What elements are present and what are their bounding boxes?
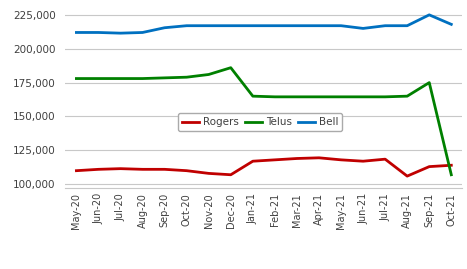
Telus xyxy=(404,94,410,98)
Telus xyxy=(361,95,366,98)
Telus xyxy=(206,73,212,76)
Bell xyxy=(294,24,300,27)
Bell xyxy=(426,13,432,16)
Legend: Rogers, Telus, Bell: Rogers, Telus, Bell xyxy=(178,113,342,131)
Rogers xyxy=(206,172,212,175)
Rogers xyxy=(404,175,410,178)
Telus xyxy=(338,95,344,98)
Line: Telus: Telus xyxy=(77,68,451,175)
Bell xyxy=(382,24,388,27)
Line: Rogers: Rogers xyxy=(77,158,451,176)
Telus xyxy=(184,76,190,79)
Telus xyxy=(250,94,255,98)
Rogers xyxy=(250,160,255,163)
Bell xyxy=(361,27,366,30)
Rogers xyxy=(426,165,432,168)
Telus xyxy=(448,173,454,176)
Bell xyxy=(184,24,190,27)
Bell xyxy=(74,31,79,34)
Bell xyxy=(118,31,123,35)
Rogers xyxy=(382,158,388,161)
Rogers xyxy=(184,169,190,172)
Rogers xyxy=(96,168,101,171)
Rogers xyxy=(448,164,454,167)
Telus xyxy=(118,77,123,80)
Telus xyxy=(228,66,234,69)
Line: Bell: Bell xyxy=(77,15,451,33)
Bell xyxy=(338,24,344,27)
Rogers xyxy=(228,173,234,176)
Rogers xyxy=(140,168,145,171)
Bell xyxy=(228,24,234,27)
Rogers xyxy=(338,158,344,161)
Telus xyxy=(140,77,145,80)
Telus xyxy=(382,95,388,98)
Rogers xyxy=(272,158,278,161)
Bell xyxy=(404,24,410,27)
Bell xyxy=(316,24,322,27)
Telus xyxy=(426,81,432,84)
Bell xyxy=(448,23,454,26)
Bell xyxy=(250,24,255,27)
Bell xyxy=(206,24,212,27)
Telus xyxy=(96,77,101,80)
Rogers xyxy=(361,160,366,163)
Bell xyxy=(272,24,278,27)
Telus xyxy=(162,76,168,79)
Rogers xyxy=(294,157,300,160)
Rogers xyxy=(118,167,123,170)
Telus xyxy=(272,95,278,98)
Bell xyxy=(162,26,168,29)
Telus xyxy=(316,95,322,98)
Bell xyxy=(96,31,101,34)
Telus xyxy=(74,77,79,80)
Bell xyxy=(140,31,145,34)
Rogers xyxy=(316,156,322,160)
Rogers xyxy=(162,168,168,171)
Rogers xyxy=(74,169,79,172)
Telus xyxy=(294,95,300,98)
